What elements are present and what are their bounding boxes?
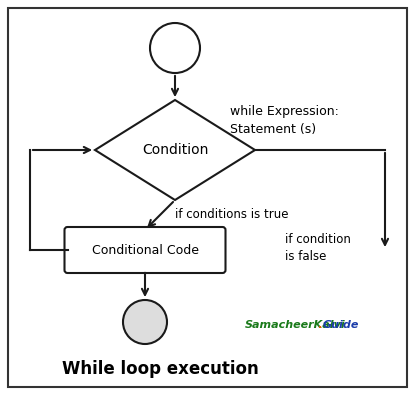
Text: while Expression:
Statement (s): while Expression: Statement (s) — [230, 105, 339, 135]
Text: .: . — [318, 320, 322, 330]
FancyBboxPatch shape — [64, 227, 225, 273]
Text: Conditional Code: Conditional Code — [91, 243, 198, 256]
Text: if conditions is true: if conditions is true — [175, 209, 288, 222]
Text: SamacheerKalvi: SamacheerKalvi — [245, 320, 346, 330]
Text: While loop execution: While loop execution — [61, 360, 259, 378]
Polygon shape — [95, 100, 255, 200]
Text: Condition: Condition — [142, 143, 208, 157]
Text: if condition
is false: if condition is false — [285, 233, 351, 263]
Text: Guide: Guide — [323, 320, 359, 330]
Circle shape — [150, 23, 200, 73]
Circle shape — [123, 300, 167, 344]
